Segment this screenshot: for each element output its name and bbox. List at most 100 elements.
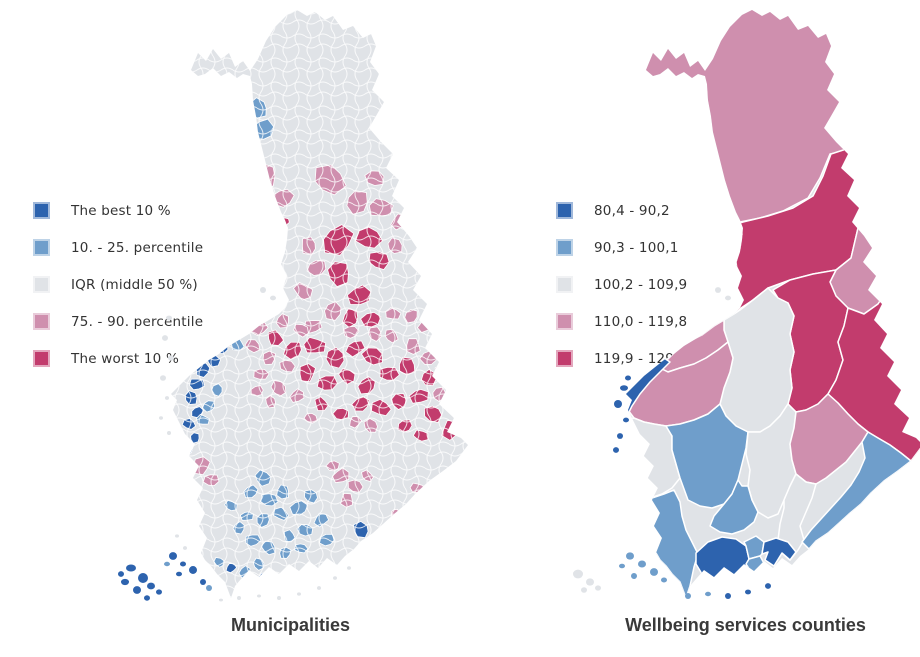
island-mid[interactable] <box>165 396 169 400</box>
island-best[interactable] <box>613 447 619 453</box>
island-mid[interactable] <box>297 592 301 596</box>
title-counties: Wellbeing services counties <box>625 615 866 635</box>
legend-swatch-iqr <box>33 276 50 293</box>
municipality-cell-best[interactable] <box>205 330 217 346</box>
island-good[interactable] <box>685 593 691 599</box>
island-mid[interactable] <box>317 586 321 590</box>
island-mid[interactable] <box>160 375 166 381</box>
island-best[interactable] <box>169 552 177 560</box>
island-mid[interactable] <box>333 576 337 580</box>
island-best[interactable] <box>138 573 148 583</box>
island-good[interactable] <box>206 585 212 591</box>
legend-item-iqr: IQR (middle 50 %) <box>33 276 203 293</box>
municipality-cell-bad[interactable] <box>434 363 453 380</box>
municipality-cell-good[interactable] <box>236 311 252 329</box>
island-good[interactable] <box>705 591 711 597</box>
county-south-savo[interactable] <box>789 393 869 485</box>
municipality-cell-good[interactable] <box>250 308 268 321</box>
island-good[interactable] <box>631 573 637 579</box>
island-good[interactable] <box>164 561 170 567</box>
island-mid[interactable] <box>725 295 731 301</box>
island-best[interactable] <box>745 589 751 595</box>
mainland-counties[interactable] <box>568 8 920 598</box>
municipality-cell-good[interactable] <box>329 562 342 573</box>
archipelago-municipalities[interactable] <box>118 287 351 602</box>
island-best[interactable] <box>144 595 150 601</box>
municipality-cell-bad[interactable] <box>253 228 272 248</box>
island-best[interactable] <box>156 589 162 595</box>
island-mid[interactable] <box>270 295 276 301</box>
mainland-municipalities[interactable] <box>113 8 468 613</box>
map-counties[interactable] <box>568 8 920 613</box>
island-good[interactable] <box>619 563 625 569</box>
island-mid[interactable] <box>175 534 179 538</box>
island-best[interactable] <box>617 433 623 439</box>
island-good[interactable] <box>650 568 658 576</box>
island-mid[interactable] <box>237 596 241 600</box>
island-good[interactable] <box>626 552 634 560</box>
municipality-cell-worst[interactable] <box>185 456 193 464</box>
county-eastern-uusimaa[interactable] <box>761 537 797 567</box>
municipality-cell-good[interactable] <box>268 582 283 594</box>
legend-label-range-3: 100,2 - 109,9 <box>594 276 688 293</box>
county-kanta-hame[interactable] <box>709 479 759 535</box>
legend-swatch-range-2 <box>556 239 573 256</box>
county-ostrobothnia[interactable] <box>606 357 671 473</box>
island-mid[interactable] <box>162 335 168 341</box>
legend-item-best: The best 10 % <box>33 202 203 219</box>
municipality-cell-best[interactable] <box>299 571 311 581</box>
municipality-cell-good[interactable] <box>309 576 321 588</box>
island-best[interactable] <box>133 586 141 594</box>
county-western-uusimaa[interactable] <box>695 536 750 593</box>
legend-label-range-1: 80,4 - 90,2 <box>594 202 670 219</box>
island-mid[interactable] <box>581 587 587 593</box>
county-vantaa-kerava[interactable] <box>745 555 766 575</box>
county-central-uusimaa[interactable] <box>743 535 765 560</box>
island-best[interactable] <box>765 583 771 589</box>
island-good[interactable] <box>661 577 667 583</box>
legend-counties: 80,4 - 90,2 90,3 - 100,1 100,2 - 109,9 1… <box>556 202 687 367</box>
island-best[interactable] <box>623 417 629 423</box>
island-best[interactable] <box>180 561 186 567</box>
legend-item-range-2: 90,3 - 100,1 <box>556 239 687 256</box>
island-mid[interactable] <box>183 546 187 550</box>
island-mid[interactable] <box>586 578 594 586</box>
island-best[interactable] <box>625 375 631 381</box>
island-best[interactable] <box>189 566 197 574</box>
island-mid[interactable] <box>159 416 163 420</box>
archipelago-counties[interactable] <box>573 287 771 599</box>
island-good[interactable] <box>638 560 646 568</box>
county-lapland[interactable] <box>568 8 920 229</box>
municipality-cell-good[interactable] <box>216 314 234 327</box>
island-mid[interactable] <box>595 585 601 591</box>
legend-item-good: 10. - 25. percentile <box>33 239 203 256</box>
island-best[interactable] <box>126 564 136 572</box>
island-best[interactable] <box>725 593 731 599</box>
municipality-cell-good[interactable] <box>292 587 303 598</box>
island-best[interactable] <box>200 579 206 585</box>
county-south-karelia[interactable] <box>801 431 912 550</box>
island-mid[interactable] <box>277 596 281 600</box>
island-best[interactable] <box>614 400 622 408</box>
municipality-cell-bad[interactable] <box>434 345 451 359</box>
island-mid[interactable] <box>168 355 174 361</box>
island-mid[interactable] <box>167 431 171 435</box>
island-best[interactable] <box>147 582 155 590</box>
legend-label-worst: The worst 10 % <box>71 350 179 367</box>
island-best[interactable] <box>118 571 124 577</box>
island-mid[interactable] <box>166 315 172 321</box>
map-municipalities[interactable] <box>113 8 468 613</box>
island-mid[interactable] <box>219 598 223 602</box>
island-best[interactable] <box>620 385 628 391</box>
island-mid[interactable] <box>715 287 721 293</box>
island-best[interactable] <box>121 578 129 586</box>
island-best[interactable] <box>176 571 182 577</box>
municipality-cell-bad[interactable] <box>446 400 463 413</box>
island-mid[interactable] <box>347 566 351 570</box>
island-mid[interactable] <box>257 594 261 598</box>
municipality-cell-good[interactable] <box>222 322 240 339</box>
island-mid[interactable] <box>260 287 266 293</box>
municipality-cell-best[interactable] <box>281 577 292 591</box>
legend-label-range-2: 90,3 - 100,1 <box>594 239 679 256</box>
island-mid[interactable] <box>573 569 583 579</box>
